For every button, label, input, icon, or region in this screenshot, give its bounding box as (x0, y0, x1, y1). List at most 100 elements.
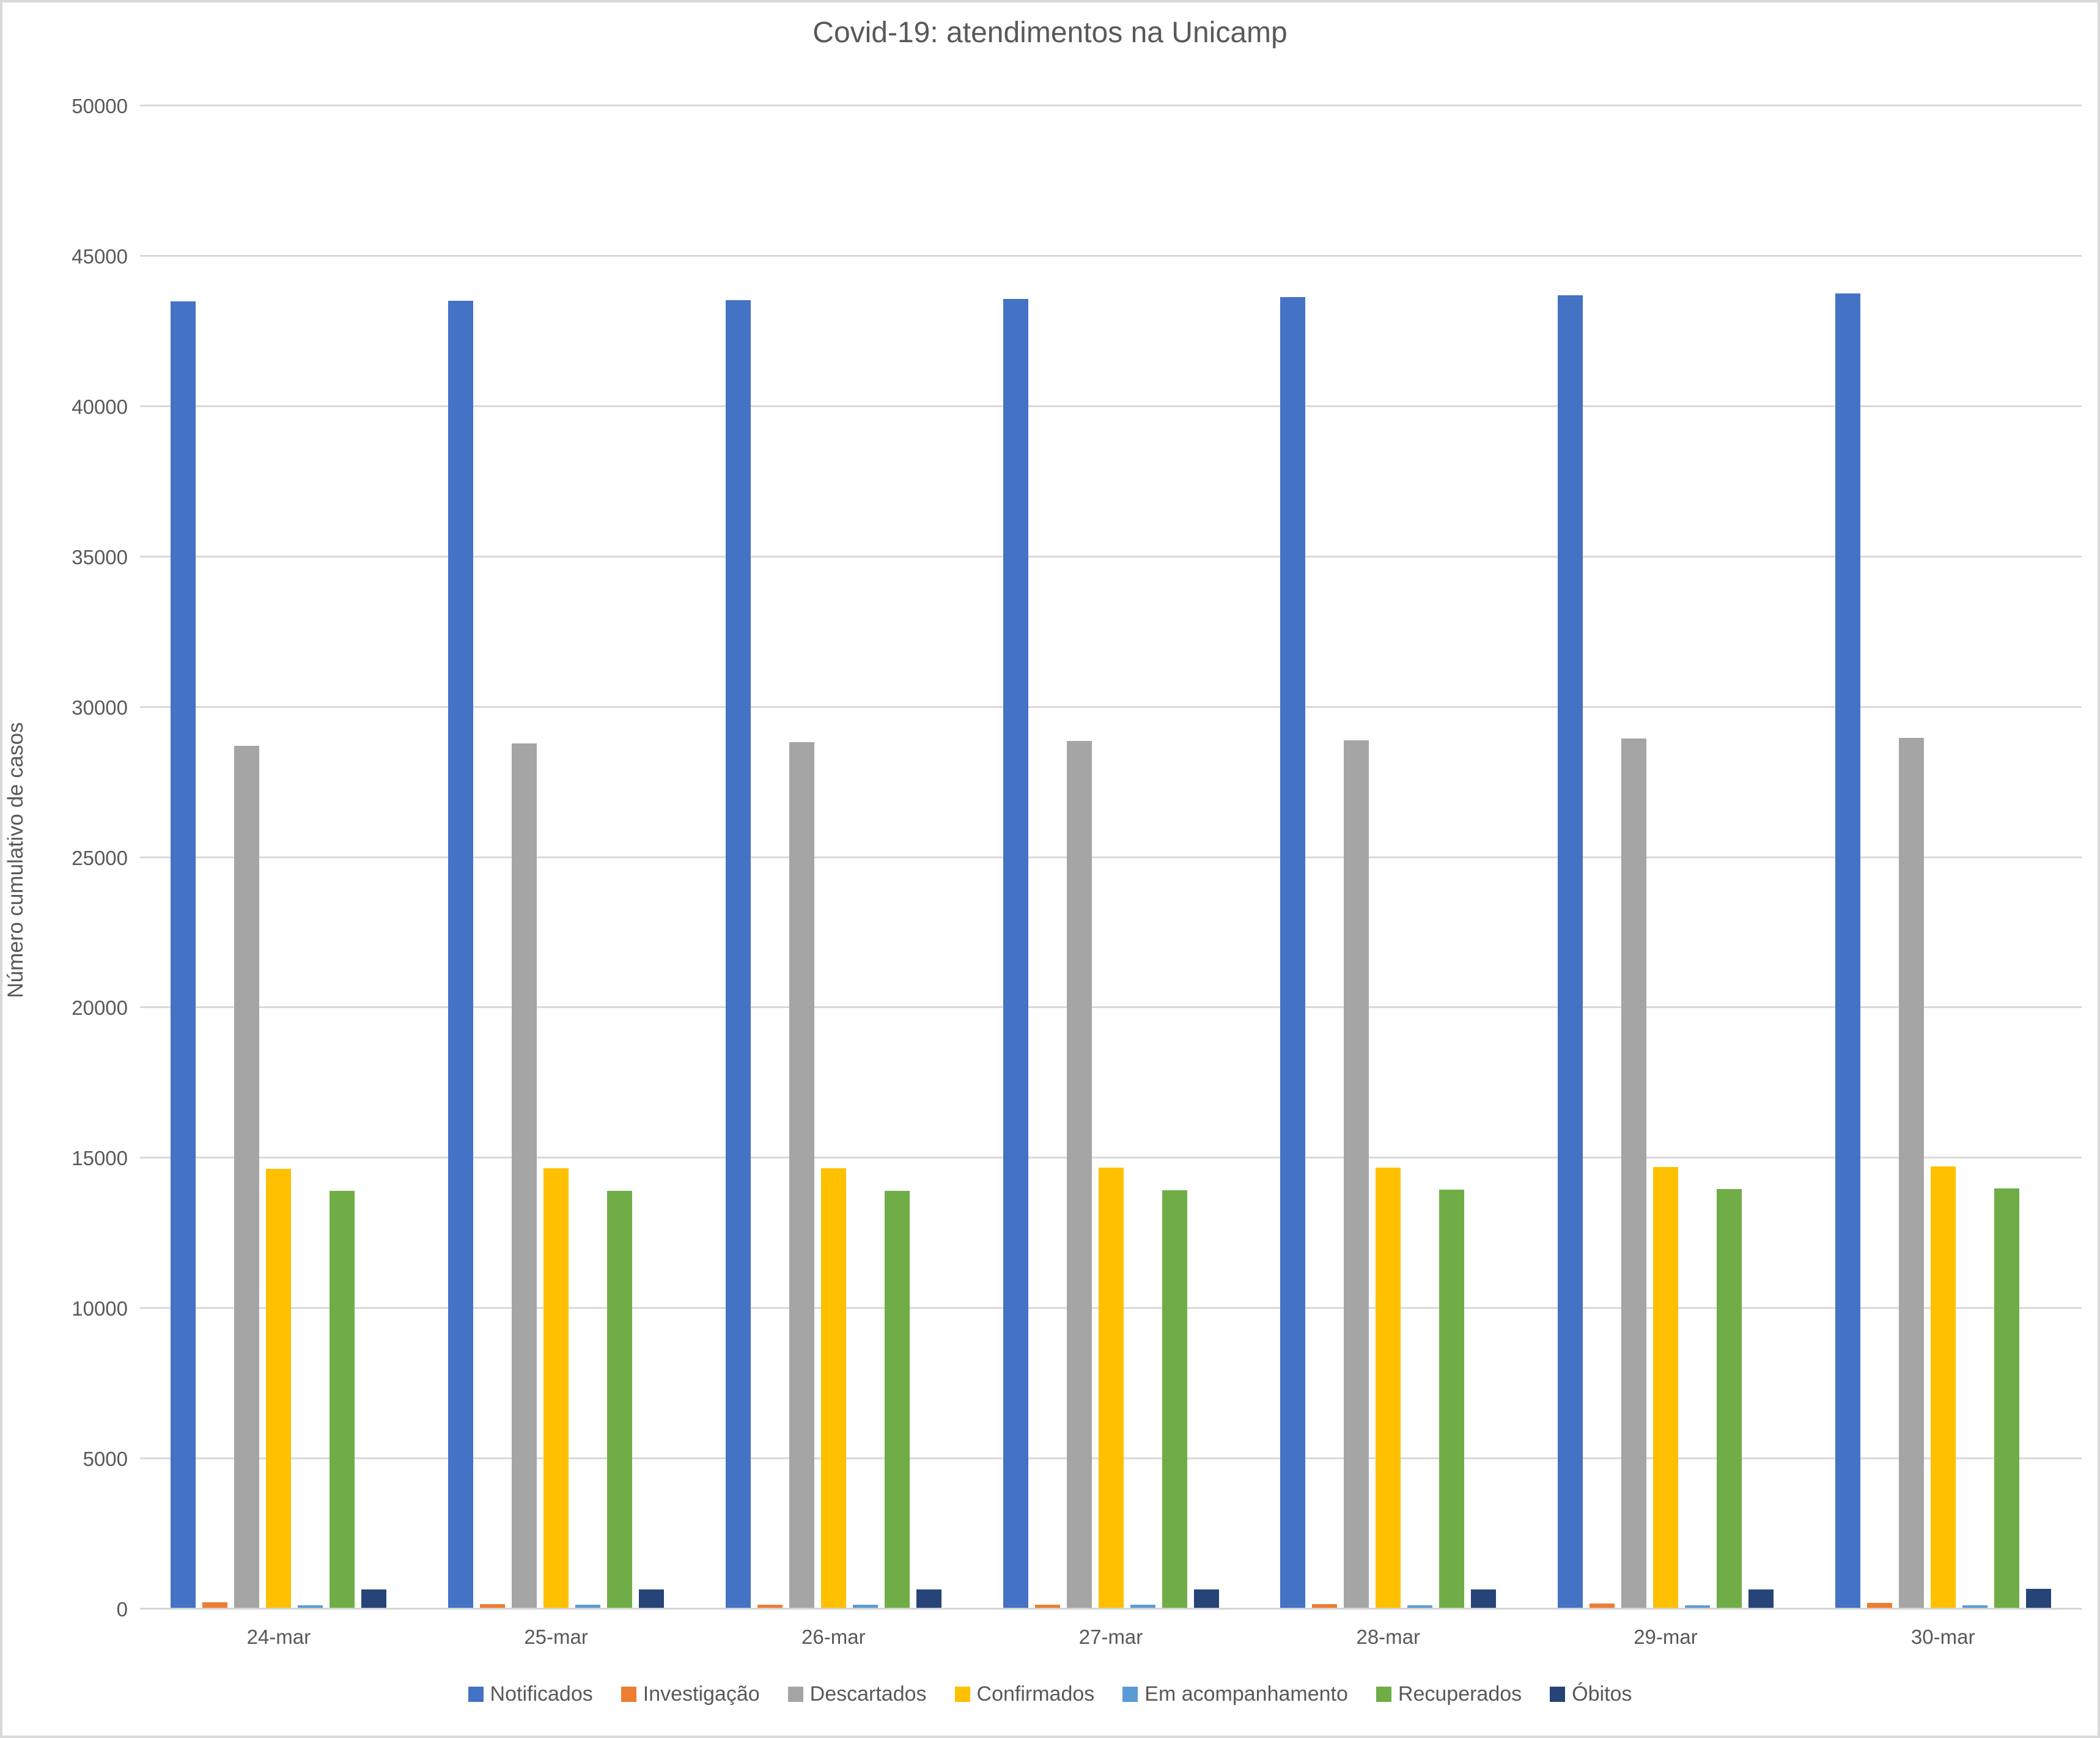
bar-investigacao-27-mar (1034, 1605, 1060, 1608)
legend-item-recuperados: Recuperados (1376, 1682, 1522, 1706)
bar-recuperados-28-mar (1439, 1189, 1465, 1608)
bar-descartados-24-mar (234, 746, 260, 1608)
x-label-26-mar: 26-mar (801, 1626, 866, 1648)
bar-investigacao-29-mar (1589, 1603, 1615, 1608)
y-tick-label-20000: 20000 (72, 996, 128, 1020)
x-label-28-mar: 28-mar (1356, 1626, 1420, 1648)
gridline-20000 (140, 1006, 2082, 1009)
bar-obitos-26-mar (916, 1589, 941, 1608)
bar-notificados-24-mar (171, 301, 196, 1608)
bar-confirmados-25-mar (543, 1168, 569, 1608)
bar-group-25-mar (418, 106, 695, 1608)
legend-item-confirmados: Confirmados (954, 1682, 1095, 1706)
y-tick-label-25000: 25000 (72, 846, 128, 869)
gridline-40000 (140, 405, 2082, 407)
y-axis-title: Número cumulativo de casos (4, 722, 28, 998)
legend-label-notificados: Notificados (490, 1682, 593, 1706)
x-axis-labels: 24-mar 25-mar 26-mar 27-mar 28-mar 29-mar 30-m… (140, 1626, 2082, 1649)
bar-group-29-mar (1527, 106, 1805, 1608)
y-tick-label-45000: 45000 (72, 245, 128, 268)
y-tick-label-10000: 10000 (72, 1297, 128, 1320)
bar-descartados-27-mar (1066, 741, 1092, 1608)
bar-notificados-26-mar (725, 300, 751, 1608)
bar-group-30-mar (1804, 106, 2082, 1608)
bar-confirmados-30-mar (1930, 1166, 1956, 1608)
bar-obitos-24-mar (361, 1589, 387, 1608)
legend-label-recuperados: Recuperados (1398, 1682, 1522, 1706)
legend-swatch-icon-obitos (1550, 1687, 1566, 1702)
bar-em-acompanhamento-25-mar (575, 1605, 601, 1608)
bar-notificados-27-mar (1003, 299, 1028, 1608)
legend-swatch-icon-investigacao (621, 1687, 636, 1702)
bar-investigacao-26-mar (757, 1605, 783, 1608)
y-tick-label-0: 0 (116, 1598, 128, 1621)
legend-item-obitos: Óbitos (1550, 1682, 1632, 1706)
bar-recuperados-24-mar (330, 1191, 355, 1608)
x-label-27-mar: 27-mar (1078, 1626, 1143, 1648)
y-axis-tick-labels: 0 5000 10000 15000 20000 25000 30000 35000 40000… (33, 95, 128, 1621)
bar-descartados-26-mar (789, 742, 814, 1608)
bar-recuperados-30-mar (1994, 1188, 2019, 1608)
bar-notificados-25-mar (448, 300, 474, 1608)
bar-confirmados-29-mar (1652, 1166, 1678, 1608)
bar-investigacao-24-mar (202, 1602, 228, 1608)
bar-investigacao-30-mar (1866, 1603, 1892, 1608)
legend-swatch-icon-descartados (787, 1687, 803, 1702)
legend-label-investigacao: Investigação (643, 1682, 760, 1706)
x-label-30-mar: 30-mar (1910, 1626, 1975, 1648)
legend-label-descartados: Descartados (809, 1682, 927, 1706)
bar-obitos-28-mar (1471, 1589, 1497, 1608)
legend-swatch-icon-recuperados (1376, 1687, 1391, 1702)
y-tick-label-5000: 5000 (83, 1448, 128, 1471)
gridline-45000 (140, 254, 2082, 257)
bar-notificados-30-mar (1835, 293, 1860, 1608)
gridline-25000 (140, 856, 2082, 858)
x-label-29-mar: 29-mar (1634, 1626, 1698, 1648)
bar-recuperados-25-mar (607, 1190, 633, 1608)
y-tick-label-40000: 40000 (72, 395, 128, 418)
y-tick-label-35000: 35000 (72, 545, 128, 569)
gridline-35000 (140, 555, 2082, 558)
x-label-25-mar: 25-mar (524, 1626, 588, 1648)
legend-label-em-acompanhamento: Em acompanhamento (1144, 1682, 1348, 1706)
legend-label-obitos: Óbitos (1572, 1682, 1632, 1706)
plot-area (140, 105, 2082, 1610)
x-axis-line (140, 1608, 2082, 1610)
bar-confirmados-27-mar (1098, 1168, 1124, 1608)
legend-swatch-icon-notificados (468, 1687, 484, 1702)
chart-title: Covid-19: atendimentos na Unicamp (812, 17, 1288, 49)
bar-em-acompanhamento-26-mar (852, 1604, 878, 1608)
bar-investigacao-28-mar (1312, 1604, 1338, 1608)
bar-confirmados-26-mar (820, 1168, 846, 1608)
bar-notificados-28-mar (1280, 297, 1306, 1608)
bar-group-26-mar (694, 106, 972, 1608)
bar-descartados-30-mar (1898, 738, 1924, 1608)
gridline-50000 (140, 105, 2082, 106)
bar-notificados-29-mar (1557, 295, 1583, 1608)
bar-em-acompanhamento-28-mar (1407, 1605, 1433, 1608)
legend-item-descartados: Descartados (787, 1682, 927, 1706)
legend-swatch-icon-confirmados (954, 1687, 970, 1702)
legend-label-confirmados: Confirmados (976, 1682, 1095, 1706)
bar-group-28-mar (1250, 106, 1527, 1608)
legend-item-investigacao: Investigação (621, 1682, 760, 1706)
y-tick-label-50000: 50000 (72, 95, 128, 117)
bar-descartados-25-mar (512, 743, 537, 1608)
bar-recuperados-29-mar (1716, 1189, 1742, 1608)
bar-obitos-25-mar (639, 1589, 665, 1608)
bar-em-acompanhamento-29-mar (1684, 1605, 1710, 1608)
bar-group-27-mar (972, 106, 1250, 1608)
bar-groups (140, 106, 2082, 1608)
x-label-24-mar: 24-mar (246, 1626, 311, 1648)
bar-em-acompanhamento-30-mar (1962, 1605, 1988, 1608)
bar-recuperados-27-mar (1162, 1190, 1187, 1608)
bar-descartados-28-mar (1344, 740, 1369, 1608)
y-tick-label-15000: 15000 (72, 1147, 128, 1170)
bar-obitos-30-mar (2025, 1589, 2051, 1608)
bar-obitos-29-mar (1748, 1589, 1774, 1608)
legend-swatch-icon-em-acompanhamento (1122, 1687, 1138, 1702)
bar-em-acompanhamento-27-mar (1130, 1605, 1155, 1608)
bar-recuperados-26-mar (884, 1190, 910, 1608)
bar-em-acompanhamento-24-mar (298, 1605, 323, 1608)
